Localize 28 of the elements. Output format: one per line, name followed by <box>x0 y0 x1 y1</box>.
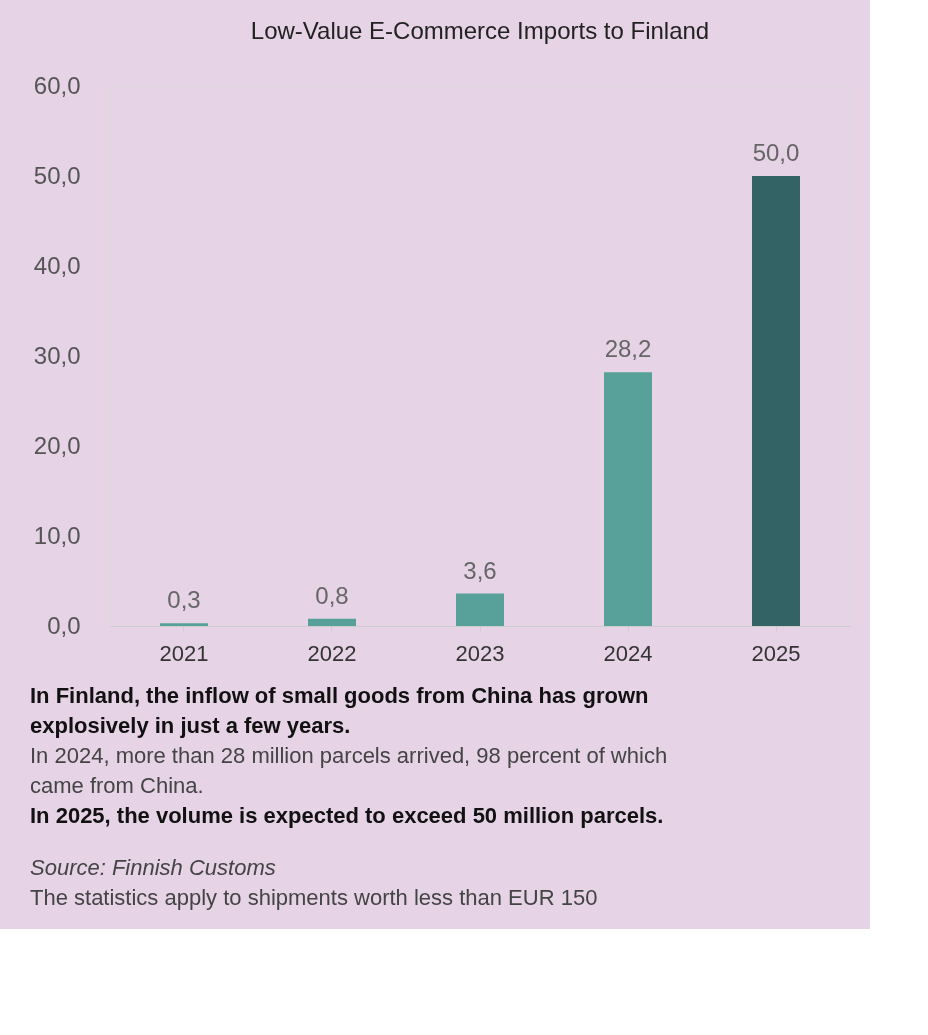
bar <box>456 593 504 626</box>
data-label: 3,6 <box>463 556 497 584</box>
x-tick-label: 2025 <box>751 640 801 666</box>
y-tick-label: 20,0 <box>33 431 81 459</box>
text: In Finland, the inflow of small goods from China has grown explosively in just a few years. <box>30 683 649 738</box>
text: In 2025, the volume is expected to exceed 50 million parcels. <box>30 803 664 828</box>
y-tick-label: 0,0 <box>47 611 81 639</box>
data-label: 50,0 <box>752 139 800 166</box>
y-tick-label: 30,0 <box>33 341 81 369</box>
y-tick-label: 50,0 <box>33 161 81 189</box>
data-label: 28,2 <box>604 335 652 363</box>
bar <box>604 372 652 626</box>
x-tick-label: 2023 <box>455 640 505 666</box>
bar <box>160 623 208 626</box>
text: In 2024, more than 28 million parcels arrived, 98 percent of which came from China. <box>30 743 668 798</box>
chart-title: Low-Value E-Commerce Imports to Finland <box>250 17 710 44</box>
data-label: 0,8 <box>315 581 349 609</box>
x-tick-label: 2022 <box>307 640 357 666</box>
x-tick-label: 2024 <box>603 640 653 666</box>
bar <box>752 176 800 626</box>
text: The statistics apply to shipments worth less than EUR 150 <box>30 885 598 910</box>
y-tick-label: 10,0 <box>33 521 81 549</box>
x-tick-label: 2021 <box>159 640 209 666</box>
y-tick-label: 60,0 <box>33 71 81 99</box>
source-note: Source: Finnish Customs <box>30 855 276 880</box>
y-tick-label: 40,0 <box>33 251 81 279</box>
data-label: 0,3 <box>167 586 201 614</box>
bar <box>308 618 356 626</box>
